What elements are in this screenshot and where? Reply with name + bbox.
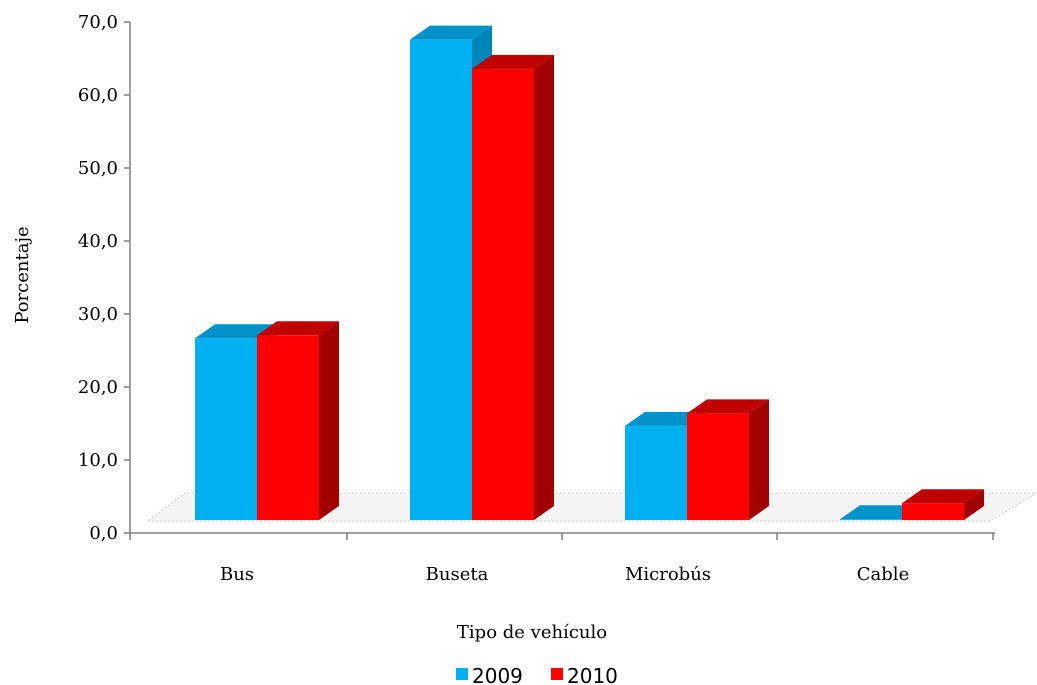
bar-top	[902, 489, 984, 504]
bar-side	[319, 321, 339, 520]
bar-front	[472, 68, 534, 521]
bar-front	[840, 519, 902, 520]
y-axis-title: Porcentaje	[12, 226, 33, 323]
y-tick-label: 0,0	[89, 523, 118, 544]
bars-group	[195, 25, 984, 521]
bar	[625, 411, 707, 520]
bar-top	[625, 411, 707, 426]
bar-side	[534, 54, 554, 521]
legend: 2009 2010	[456, 664, 618, 685]
bar	[687, 399, 769, 520]
legend-swatch	[551, 668, 563, 680]
y-tick-label: 60,0	[78, 85, 118, 106]
bar-side	[749, 399, 769, 520]
bar-top	[472, 54, 554, 69]
bar	[902, 489, 984, 520]
legend-label: 2009	[472, 664, 523, 685]
bar-front	[902, 503, 964, 520]
x-tick-label: Cable	[857, 564, 909, 585]
y-tick-label: 40,0	[78, 231, 118, 252]
bar-top	[840, 505, 922, 520]
legend-item: 2009	[456, 664, 523, 685]
bar-side	[964, 489, 984, 520]
legend-label: 2010	[567, 664, 618, 685]
x-axis: Bus Buseta Microbús Cable	[129, 532, 995, 585]
y-tick-label: 50,0	[78, 158, 118, 179]
bar-top	[687, 399, 769, 414]
y-tick-label: 20,0	[78, 377, 118, 398]
bar-top	[410, 25, 492, 40]
bar-top	[195, 324, 277, 339]
bar-front	[195, 338, 257, 520]
y-axis: 0,0 10,0 20,0 30,0 40,0 50,0 60,0 70,0	[78, 12, 131, 544]
legend-swatch	[456, 668, 468, 680]
floor-plane	[146, 492, 1037, 522]
x-tick-label: Buseta	[426, 564, 489, 585]
bar-top	[257, 321, 339, 336]
bar	[257, 321, 339, 520]
x-tick-label: Bus	[220, 564, 254, 585]
x-axis-title: Tipo de vehículo	[457, 622, 607, 643]
bar-front	[687, 413, 749, 520]
y-tick-label: 70,0	[78, 12, 118, 33]
bar	[472, 54, 554, 521]
bar-front	[257, 335, 319, 520]
chart-floor	[146, 492, 1037, 522]
x-tick-label: Microbús	[625, 564, 711, 585]
legend-item: 2010	[551, 664, 618, 685]
y-tick-label: 10,0	[78, 450, 118, 471]
bar-front	[410, 39, 472, 520]
bar-front	[625, 425, 687, 520]
y-tick-label: 30,0	[78, 304, 118, 325]
